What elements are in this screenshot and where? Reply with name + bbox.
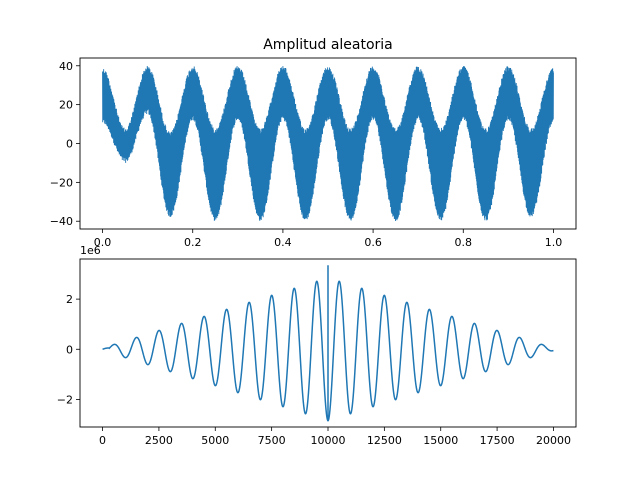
x-tick-label: 15000 — [423, 434, 458, 447]
x-tick-label: 17500 — [480, 434, 515, 447]
top-chart-y-ticks: −40 −20 0 20 40 — [50, 60, 80, 228]
x-tick-label: 10000 — [311, 434, 346, 447]
x-tick-label: 0.8 — [455, 236, 473, 249]
y-tick-label: 2 — [66, 293, 73, 306]
x-tick-label: 0.4 — [274, 236, 292, 249]
x-tick-label: 1.0 — [545, 236, 563, 249]
x-tick-label: 20000 — [536, 434, 571, 447]
bottom-chart-x-ticks: 0 2500 5000 7500 10000 12500 15000 17500 20000 — [99, 427, 571, 447]
x-tick-label: 0.0 — [94, 236, 112, 249]
x-tick-label: 2500 — [145, 434, 173, 447]
x-tick-label: 0.6 — [364, 236, 382, 249]
top-chart-series — [102, 65, 554, 221]
top-chart: Amplitud aleatoria 0.0 0.2 0.4 0.6 0.8 1.0 −4… — [50, 37, 577, 249]
bottom-chart-offset-label: 1e6 — [80, 244, 101, 257]
bottom-chart: 0 2500 5000 7500 10000 12500 15000 17500 20000 −… — [57, 244, 577, 447]
y-tick-label: 20 — [59, 99, 73, 112]
y-tick-label: 0 — [66, 138, 73, 151]
bottom-signal-line — [102, 280, 554, 422]
top-chart-title: Amplitud aleatoria — [263, 37, 393, 53]
x-tick-label: 0 — [99, 434, 106, 447]
bottom-chart-y-ticks: −2 0 2 — [57, 293, 80, 406]
top-signal-line — [102, 65, 554, 221]
x-tick-label: 0.2 — [184, 236, 202, 249]
y-tick-label: −20 — [50, 176, 73, 189]
x-tick-label: 7500 — [258, 434, 286, 447]
x-tick-label: 12500 — [367, 434, 402, 447]
y-tick-label: −2 — [57, 393, 73, 406]
bottom-chart-series — [102, 265, 554, 422]
y-tick-label: 0 — [66, 343, 73, 356]
y-tick-label: −40 — [50, 215, 73, 228]
y-tick-label: 40 — [59, 60, 73, 73]
top-chart-x-ticks: 0.0 0.2 0.4 0.6 0.8 1.0 — [94, 229, 562, 249]
x-tick-label: 5000 — [201, 434, 229, 447]
